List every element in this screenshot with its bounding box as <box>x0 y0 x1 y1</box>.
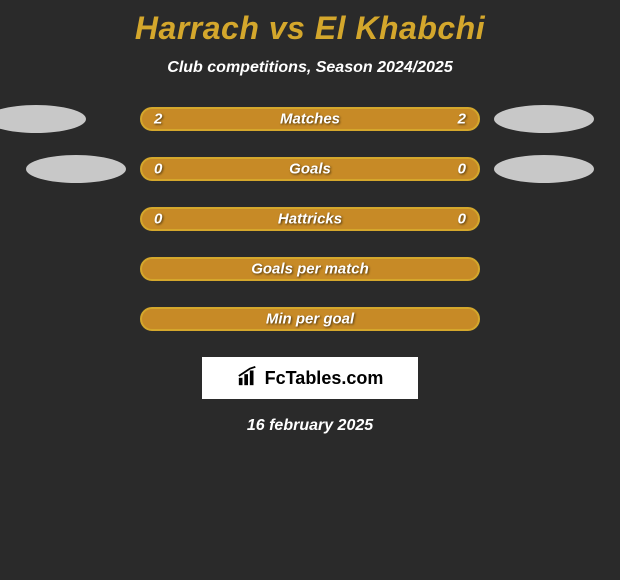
footer-date: 16 february 2025 <box>247 417 373 435</box>
stat-row: 0 Hattricks 0 <box>26 205 594 233</box>
source-logo: FcTables.com <box>237 365 384 392</box>
spacer <box>26 205 126 233</box>
comparison-infographic: Harrach vs El Khabchi Club competitions,… <box>0 0 620 435</box>
stat-bar: 0 Goals 0 <box>140 157 480 181</box>
left-badge-ellipse <box>0 105 86 133</box>
left-badge-ellipse <box>26 155 126 183</box>
stat-row: Min per goal <box>26 305 594 333</box>
right-badge-ellipse <box>494 105 594 133</box>
stat-row: Goals per match <box>26 255 594 283</box>
stat-right-value: 2 <box>458 111 466 128</box>
stat-right-value: 0 <box>458 161 466 178</box>
stat-bar: 0 Hattricks 0 <box>140 207 480 231</box>
page-title: Harrach vs El Khabchi <box>135 10 485 47</box>
stat-bar: 2 Matches 2 <box>140 107 480 131</box>
stat-left-value: 2 <box>154 111 162 128</box>
source-logo-box: FcTables.com <box>202 357 418 399</box>
stat-label: Goals <box>289 161 331 178</box>
stats-section: 2 Matches 2 0 Goals 0 0 Hattricks 0 Goals per mat… <box>26 105 594 355</box>
right-badge-ellipse <box>494 155 594 183</box>
spacer <box>494 205 594 233</box>
stat-bar: Goals per match <box>140 257 480 281</box>
stat-right-value: 0 <box>458 211 466 228</box>
stat-label: Goals per match <box>251 261 369 278</box>
bars-icon <box>237 365 259 392</box>
stat-row: 2 Matches 2 <box>26 105 594 133</box>
spacer <box>494 305 594 333</box>
stat-label: Min per goal <box>266 311 354 328</box>
source-logo-text: FcTables.com <box>265 368 384 389</box>
stat-bar: Min per goal <box>140 307 480 331</box>
spacer <box>494 255 594 283</box>
stat-left-value: 0 <box>154 211 162 228</box>
stat-label: Hattricks <box>278 211 342 228</box>
stat-label: Matches <box>280 111 340 128</box>
stat-left-value: 0 <box>154 161 162 178</box>
stat-row: 0 Goals 0 <box>26 155 594 183</box>
page-subtitle: Club competitions, Season 2024/2025 <box>167 59 452 77</box>
spacer <box>26 255 126 283</box>
spacer <box>26 305 126 333</box>
